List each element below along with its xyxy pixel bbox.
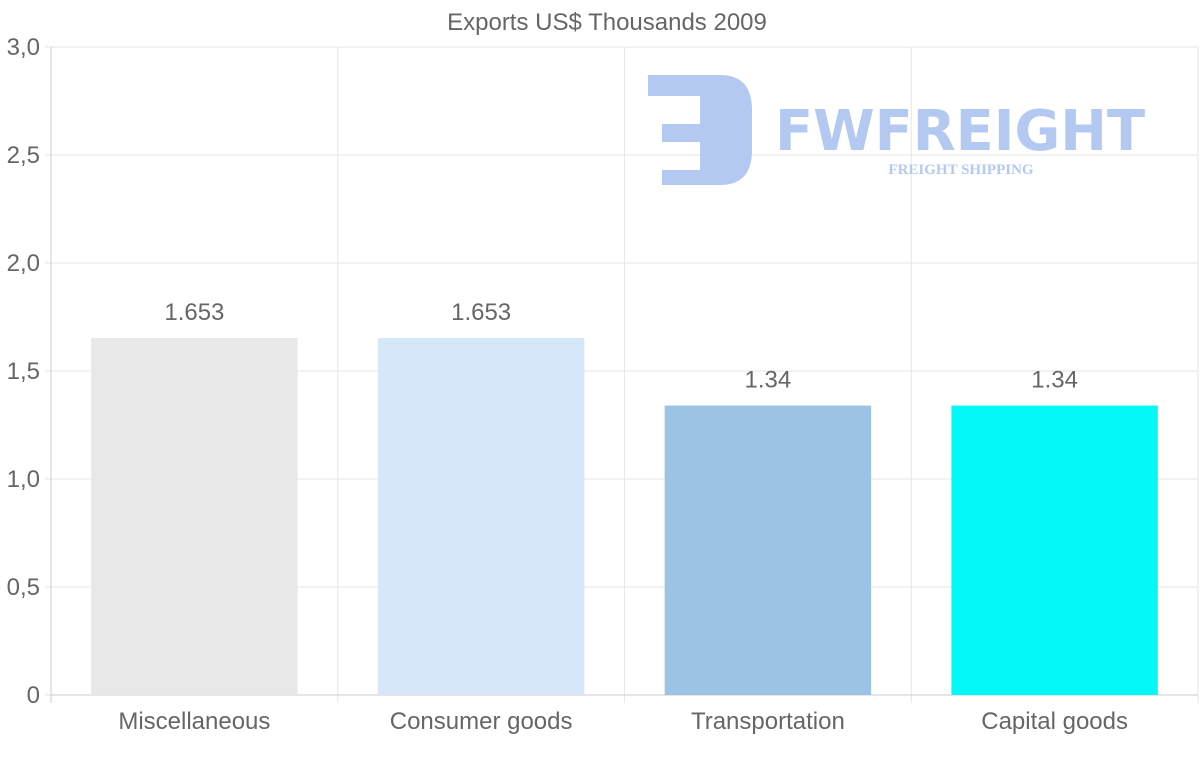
x-tick-label: Consumer goods: [390, 708, 573, 735]
bar[interactable]: [664, 405, 872, 695]
y-tick-label: 1,5: [7, 358, 40, 385]
watermark-tagline: FREIGHT SHIPPING: [888, 162, 1033, 178]
x-tick-label: Transportation: [691, 708, 845, 735]
y-tick-label: 0: [27, 682, 40, 709]
y-tick-label: 0,5: [7, 574, 40, 601]
data-label: 1.653: [164, 299, 224, 326]
y-tick-label: 2,5: [7, 142, 40, 169]
bar[interactable]: [91, 337, 298, 695]
fw-logo-icon: [648, 75, 752, 185]
y-tick-label: 3,0: [7, 34, 40, 61]
y-axis-ticks: 0 0,5 1,0 1,5 2,0 2,5 3,0: [7, 34, 40, 709]
bars: [91, 337, 1158, 695]
y-tick-label: 1,0: [7, 466, 40, 493]
watermark-logo: FWFREIGHT FREIGHT SHIPPING: [648, 75, 1145, 185]
x-axis-ticks: Miscellaneous Consumer goods Transportatio…: [118, 708, 1128, 735]
data-labels: 1.653 1.653 1.34 1.34: [164, 299, 1078, 394]
chart-title: Exports US$ Thousands 2009: [447, 9, 767, 36]
y-tick-label: 2,0: [7, 250, 40, 277]
watermark-brand: FWFREIGHT: [775, 99, 1145, 164]
x-tick-label: Capital goods: [981, 708, 1128, 735]
bar[interactable]: [951, 405, 1158, 695]
data-label: 1.34: [745, 367, 792, 394]
bar[interactable]: [377, 337, 585, 695]
data-label: 1.34: [1031, 367, 1078, 394]
x-tick-label: Miscellaneous: [118, 708, 270, 735]
data-label: 1.653: [451, 299, 511, 326]
